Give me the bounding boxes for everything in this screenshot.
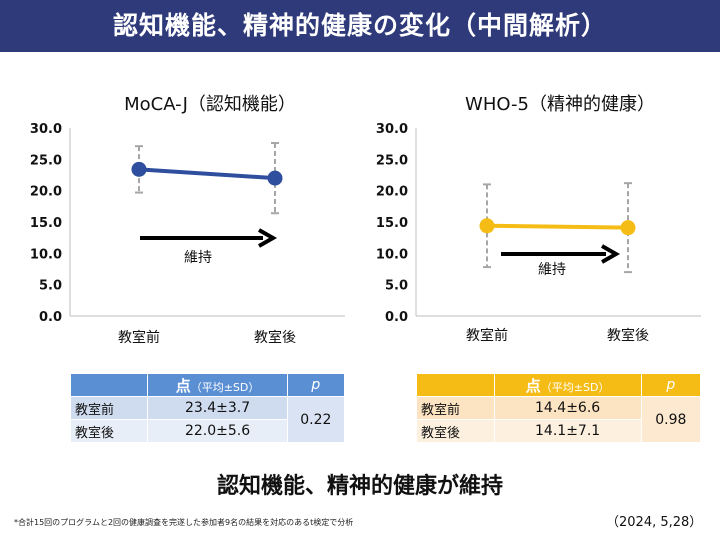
arrow-head bbox=[601, 244, 621, 264]
row-label: 教室前 bbox=[69, 396, 149, 420]
y-tick-label: 30.0 bbox=[376, 122, 408, 137]
chart-title-who5: WHO-5（精神的健康） bbox=[465, 94, 655, 115]
row-value: 23.4±3.7 bbox=[147, 396, 288, 420]
table-header-blank bbox=[69, 373, 149, 397]
y-tick-label: 25.0 bbox=[376, 153, 408, 168]
y-tick-label: 20.0 bbox=[376, 185, 408, 200]
p-value: 0.22 bbox=[286, 396, 346, 443]
y-tick-label: 30.0 bbox=[30, 122, 62, 137]
series-line bbox=[486, 223, 629, 230]
x-category-label: 教室前 bbox=[118, 329, 160, 346]
date-label: （2024, 5,28） bbox=[606, 515, 703, 530]
arrow-head bbox=[258, 228, 278, 248]
stats-table-moca: 点（平均±SD） p 教室前 23.4±3.7 0.22 教室後 22.0±5.… bbox=[69, 373, 346, 443]
table-row: 教室前 14.4±6.6 0.98 bbox=[416, 396, 702, 443]
y-tick-label: 5.0 bbox=[385, 279, 408, 294]
table-header-blank bbox=[416, 373, 495, 397]
row-value: 14.1±7.1 bbox=[493, 419, 642, 443]
p-value: 0.98 bbox=[640, 396, 702, 443]
x-category-label: 教室後 bbox=[607, 327, 649, 344]
table-header-score: 点（平均±SD） bbox=[147, 373, 288, 397]
data-point bbox=[267, 170, 283, 186]
y-tick-label: 0.0 bbox=[385, 310, 408, 325]
annotation-label: 維持 bbox=[184, 250, 212, 266]
conclusion-text: 認知機能、精神的健康が維持 bbox=[216, 474, 503, 499]
series-line bbox=[138, 167, 276, 181]
row-value: 22.0±5.6 bbox=[147, 419, 288, 443]
annotation-label: 維持 bbox=[538, 262, 566, 278]
page-title: 認知機能、精神的健康の変化（中間解析） bbox=[112, 11, 607, 40]
data-point bbox=[131, 161, 147, 177]
data-point bbox=[479, 218, 495, 234]
table-row: 教室後 14.1±7.1 bbox=[416, 419, 701, 443]
table-header-p: p bbox=[286, 373, 346, 397]
table-header-score: 点（平均±SD） bbox=[493, 373, 642, 397]
table-header-p: p bbox=[640, 373, 702, 397]
y-tick-label: 15.0 bbox=[30, 216, 62, 231]
table-row: 教室後 22.0±5.6 bbox=[69, 419, 345, 443]
data-point bbox=[620, 220, 636, 236]
x-category-label: 教室前 bbox=[466, 327, 508, 344]
header-bar bbox=[0, 0, 720, 52]
chart-title-moca: MoCA-J（認知機能） bbox=[124, 94, 296, 115]
y-tick-label: 20.0 bbox=[30, 185, 62, 200]
row-label: 教室後 bbox=[69, 419, 149, 443]
row-label: 教室前 bbox=[416, 396, 495, 420]
row-label: 教室後 bbox=[416, 419, 495, 443]
y-tick-label: 25.0 bbox=[30, 153, 62, 168]
table-row: 教室前 23.4±3.7 0.22 bbox=[69, 396, 346, 443]
x-category-label: 教室後 bbox=[254, 329, 296, 346]
row-value: 14.4±6.6 bbox=[493, 396, 642, 420]
y-tick-label: 0.0 bbox=[39, 310, 62, 325]
footnote: *合計15回のプログラムと2回の健康調査を完遂した参加者9名の結果を対応のあるt… bbox=[14, 518, 354, 527]
y-tick-label: 10.0 bbox=[30, 247, 62, 262]
y-tick-label: 15.0 bbox=[376, 216, 408, 231]
stats-table-who5: 点（平均±SD） p 教室前 14.4±6.6 0.98 教室後 14.1±7.… bbox=[416, 373, 702, 443]
y-tick-label: 5.0 bbox=[39, 279, 62, 294]
y-tick-label: 10.0 bbox=[376, 247, 408, 262]
